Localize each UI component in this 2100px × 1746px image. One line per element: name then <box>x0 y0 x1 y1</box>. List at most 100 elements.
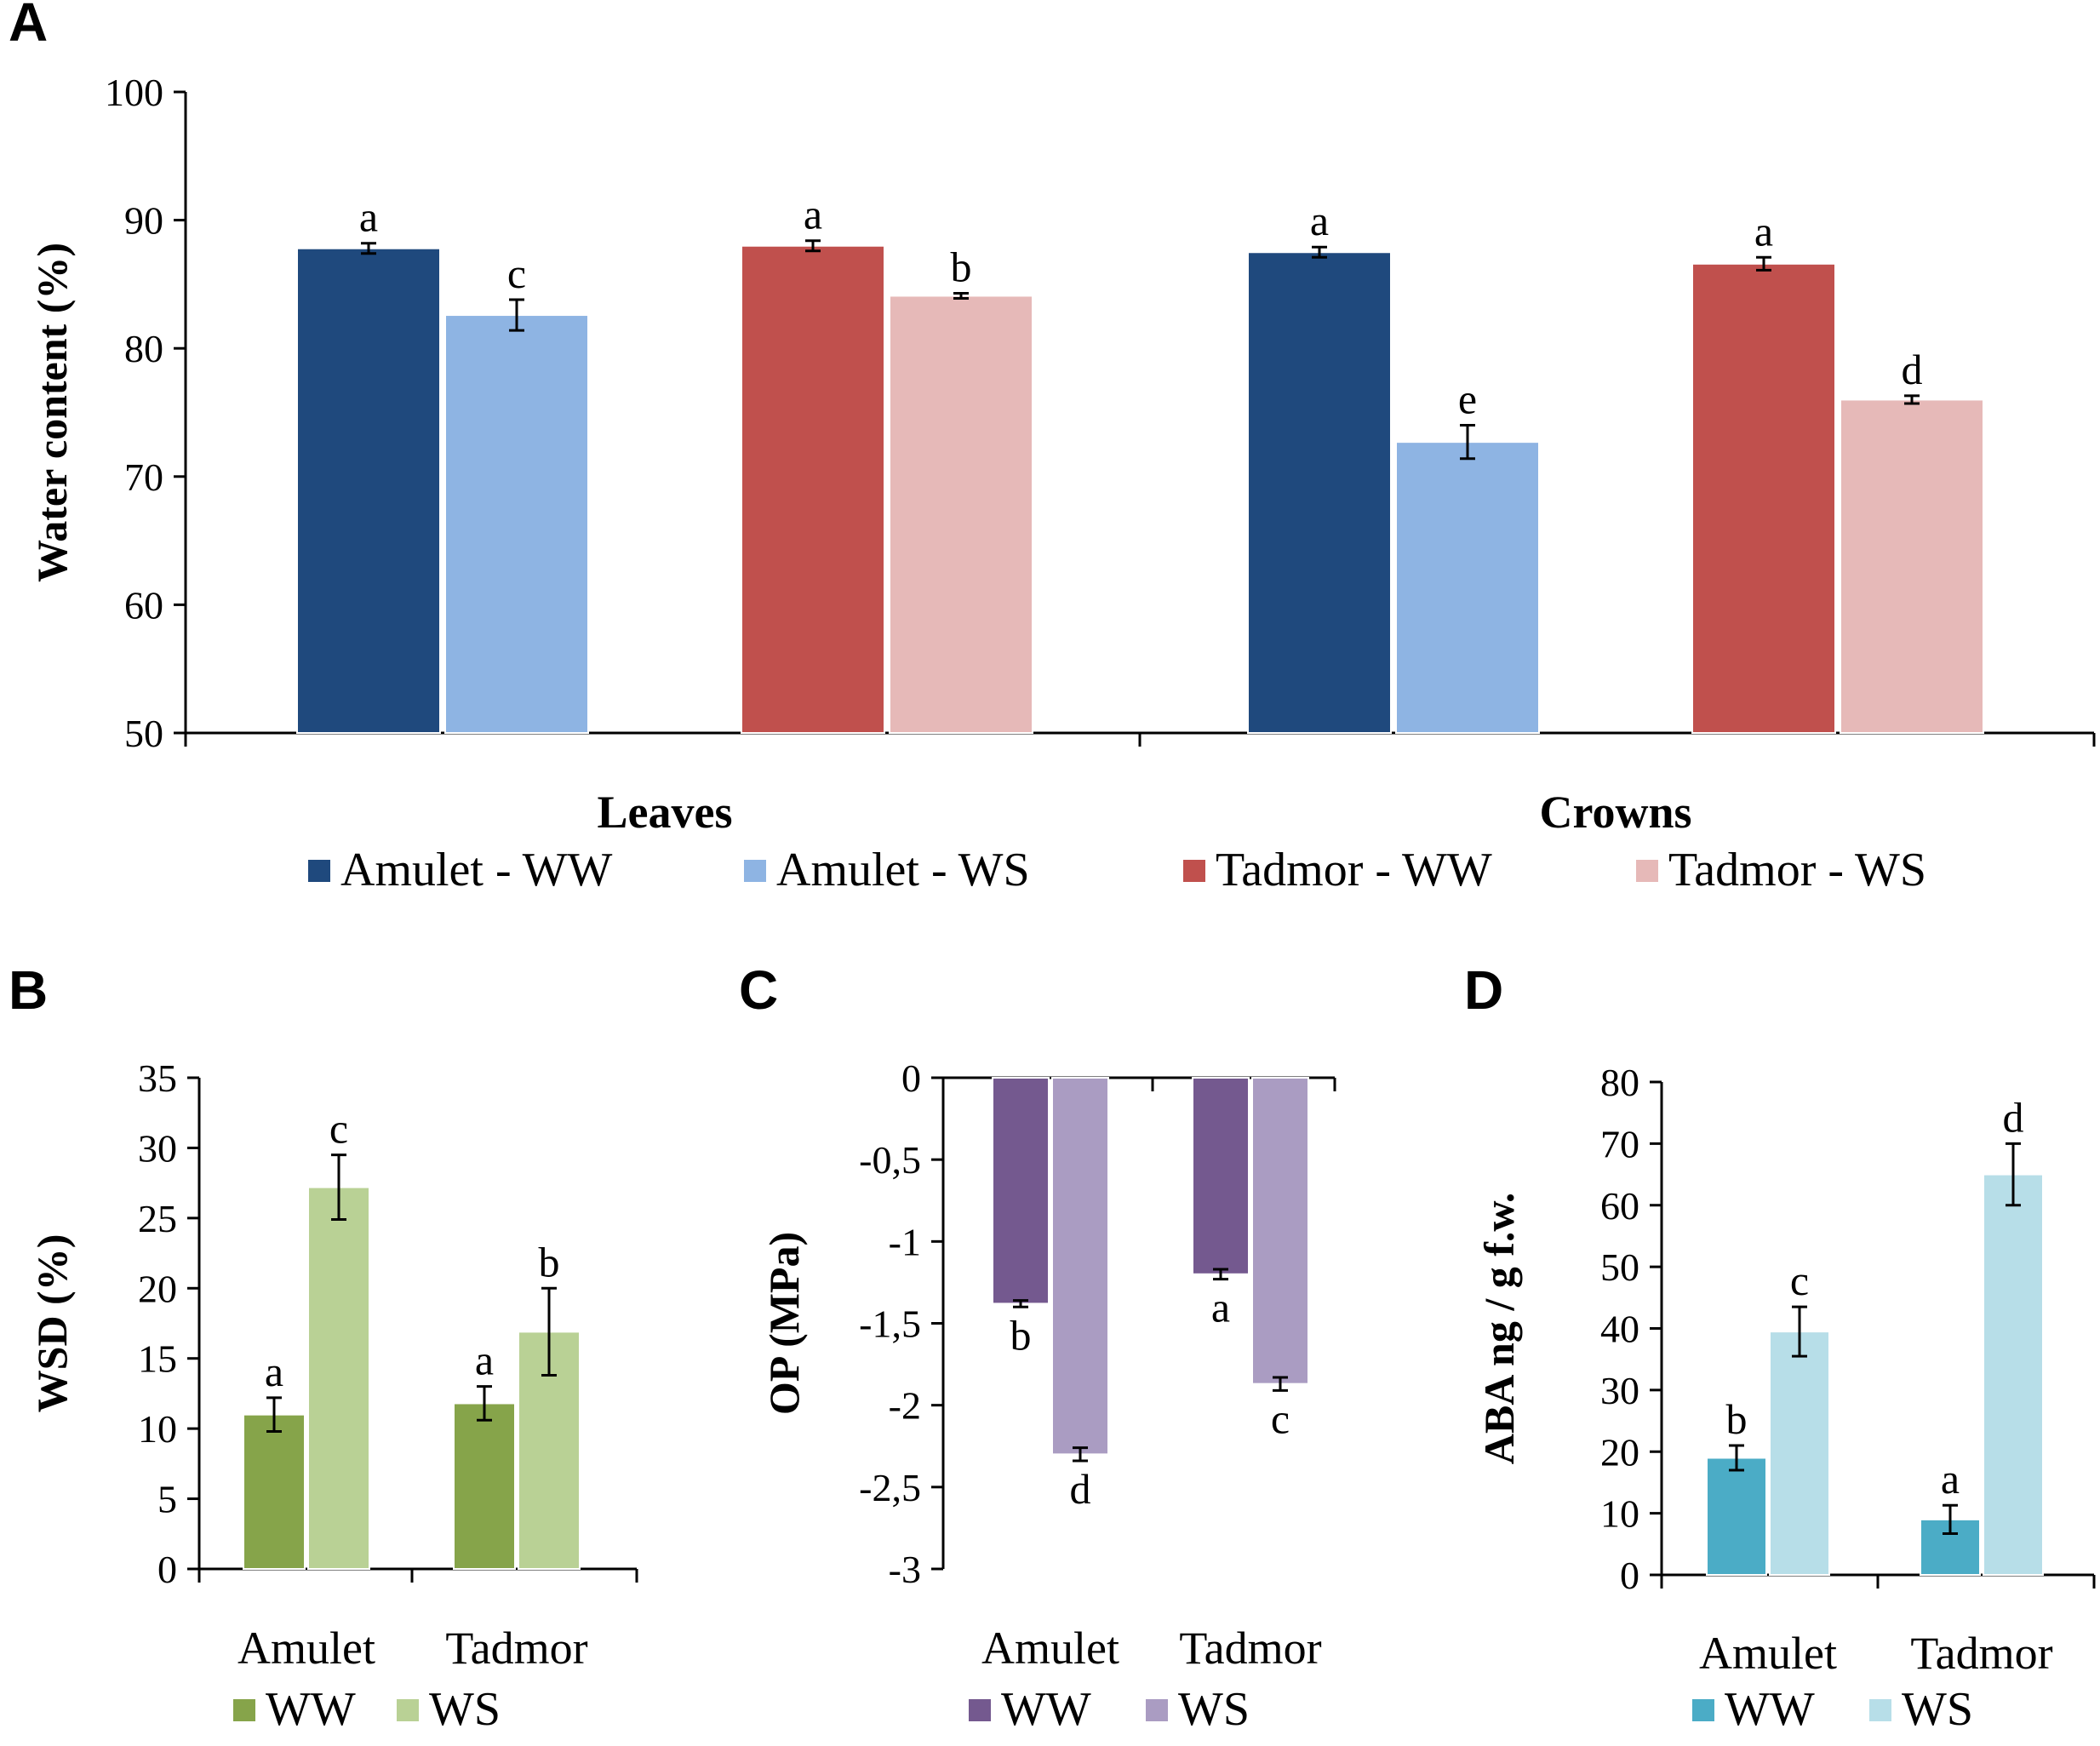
legend-swatch <box>969 1699 991 1721</box>
y-tick-label: -1,5 <box>859 1302 921 1346</box>
bar <box>1706 1457 1767 1577</box>
legend-swatch <box>308 860 330 882</box>
legend-label: WW <box>1001 1683 1091 1736</box>
legend-swatch <box>397 1699 419 1721</box>
y-tick-label: -0,5 <box>859 1138 921 1182</box>
significance-letter: d <box>2003 1093 2024 1141</box>
significance-letter: a <box>359 193 378 241</box>
significance-letter: d <box>1902 346 1923 393</box>
panel-a-water-content-chart: A 50 60 70 80 90 100 Water content (%) a c a b Leave… <box>9 0 2096 896</box>
significance-letter: d <box>1070 1465 1091 1513</box>
y-tick-label: 0 <box>901 1056 921 1100</box>
category-label: Crowns <box>1539 787 1691 838</box>
bar <box>444 314 589 734</box>
bar <box>889 295 1033 735</box>
significance-letter: a <box>1310 197 1329 244</box>
bar <box>741 244 885 735</box>
significance-letter: a <box>804 191 822 238</box>
legend-swatch <box>1146 1699 1168 1721</box>
category-label: Amulet <box>981 1623 1119 1674</box>
legend-label: WW <box>1725 1683 1815 1736</box>
panel-letter: D <box>1464 959 1503 1021</box>
category-label: Amulet <box>237 1623 375 1674</box>
bar <box>1769 1331 1830 1577</box>
category-label: Tadmor <box>1179 1623 1321 1674</box>
bar <box>1247 251 1392 734</box>
bar <box>1051 1077 1109 1456</box>
y-tick-label: 20 <box>138 1267 177 1310</box>
bar <box>243 1413 306 1570</box>
y-tick-label: 30 <box>1600 1369 1639 1412</box>
legend-label: WS <box>429 1683 501 1736</box>
panel-letter: A <box>9 0 48 53</box>
y-tick-label: 50 <box>1600 1245 1639 1289</box>
significance-letter: c <box>507 249 526 297</box>
legend-label: Amulet - WW <box>340 844 612 896</box>
significance-letter: b <box>539 1238 560 1285</box>
bar <box>1840 398 1984 734</box>
bar <box>992 1077 1050 1305</box>
y-tick-label: 20 <box>1600 1430 1639 1474</box>
significance-letter: e <box>1458 375 1477 423</box>
y-tick-label: 0 <box>1620 1554 1639 1597</box>
y-axis-label: OP (MPa) <box>760 1232 808 1415</box>
y-tick-label: 35 <box>138 1056 177 1100</box>
legend-label: Tadmor - WS <box>1668 844 1926 896</box>
significance-letter: a <box>265 1348 283 1395</box>
significance-letter: b <box>1010 1311 1032 1359</box>
category-label: Tadmor <box>445 1623 587 1674</box>
category-label: Leaves <box>598 787 733 838</box>
significance-letter: a <box>1754 207 1773 255</box>
legend-label: WW <box>266 1683 356 1736</box>
y-tick-label: 25 <box>138 1197 177 1240</box>
panel-c-op-chart: C 0 -0,5 -1 -1,5 -2 -2,5 -3 OP (MPa) b d Amulet a c Ta… <box>739 959 1336 1736</box>
bar <box>1251 1077 1309 1385</box>
y-tick-label: -2,5 <box>859 1466 921 1509</box>
significance-letter: c <box>329 1105 348 1153</box>
category-label: Amulet <box>1699 1628 1837 1679</box>
legend-label: Tadmor - WW <box>1216 844 1492 896</box>
y-tick-label: 5 <box>157 1478 177 1521</box>
bar <box>1395 441 1540 734</box>
legend-swatch <box>233 1699 255 1721</box>
category-label: Tadmor <box>1910 1628 2052 1679</box>
significance-letter: a <box>475 1337 494 1384</box>
panel-letter: C <box>739 959 778 1021</box>
legend-swatch <box>1692 1699 1714 1721</box>
legend-label: WS <box>1902 1683 1973 1736</box>
bar <box>453 1402 516 1571</box>
y-tick-label: -2 <box>889 1384 921 1428</box>
y-tick-label: 100 <box>105 71 163 114</box>
significance-letter: a <box>1941 1455 1960 1503</box>
y-tick-label: 70 <box>1600 1122 1639 1165</box>
significance-letter: c <box>1790 1257 1809 1304</box>
panel-letter: B <box>9 959 48 1021</box>
significance-letter: a <box>1211 1284 1230 1331</box>
legend-swatch <box>744 860 766 882</box>
y-axis-label: WSD (%) <box>28 1234 76 1413</box>
y-tick-label: 15 <box>138 1337 177 1381</box>
significance-letter: c <box>1271 1394 1290 1442</box>
y-tick-label: -3 <box>889 1548 921 1591</box>
bar <box>1192 1077 1250 1275</box>
panel-d-aba-chart: D 0 10 20 30 40 50 60 70 80 ABA ng / g f.w. b c Amule… <box>1464 959 2096 1736</box>
y-tick-label: 60 <box>1600 1184 1639 1228</box>
legend-swatch <box>1636 860 1658 882</box>
bar <box>307 1186 370 1571</box>
y-tick-label: 90 <box>124 199 163 243</box>
significance-letter: b <box>1726 1395 1748 1443</box>
bar <box>1983 1173 2044 1576</box>
legend-label: WS <box>1178 1683 1250 1736</box>
legend-label: Amulet - WS <box>776 844 1030 896</box>
y-tick-label: 0 <box>157 1548 177 1591</box>
legend-swatch <box>1183 860 1205 882</box>
panel-b-wsd-chart: B 0 5 10 15 20 25 30 35 WSD (%) a c Amulet a b Tadmor WW… <box>9 959 638 1736</box>
y-tick-label: 10 <box>138 1407 177 1451</box>
y-tick-label: 80 <box>124 327 163 370</box>
y-tick-label: 80 <box>1600 1061 1639 1104</box>
y-tick-label: 50 <box>124 712 163 755</box>
y-tick-label: -1 <box>889 1220 921 1263</box>
y-axis-label: ABA ng / g f.w. <box>1475 1193 1523 1465</box>
y-tick-label: 10 <box>1600 1492 1639 1536</box>
